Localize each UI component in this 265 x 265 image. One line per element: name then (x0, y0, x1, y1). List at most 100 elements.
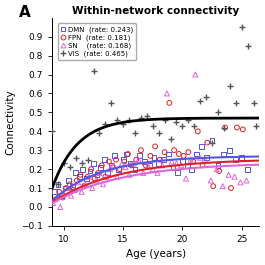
Point (165, 91, 169, 96)
Point (63, 186, 67, 190)
Point (101, 182, 105, 186)
Point (109, 101, 113, 105)
Point (103, 122, 108, 126)
Point (89, 167, 93, 171)
Point (174, 120, 179, 124)
Point (161, 157, 166, 162)
Point (235, 125, 239, 130)
Point (74, 156, 78, 160)
Point (99, 165, 103, 169)
Point (148, 154, 153, 158)
Point (87, 175, 91, 179)
Point (72, 188, 77, 192)
Point (142, 160, 147, 164)
Point (175, 171, 180, 175)
Point (104, 175, 109, 179)
Point (158, 157, 162, 162)
Y-axis label: Connectivity: Connectivity (6, 89, 16, 155)
Point (198, 99, 202, 103)
Point (191, 160, 195, 164)
Point (136, 157, 141, 162)
Point (234, 157, 238, 162)
Point (57, 190, 61, 194)
Point (152, 156, 156, 160)
Point (64, 186, 68, 190)
Point (128, 161, 132, 166)
Point (169, 137, 173, 141)
Point (155, 171, 160, 175)
Point (54, 197, 58, 201)
Point (174, 161, 179, 166)
Point (61, 195, 65, 200)
Point (144, 163, 148, 167)
Point (217, 169, 221, 173)
Point (190, 167, 194, 171)
Point (85, 157, 90, 162)
Point (157, 131, 161, 135)
Point (121, 157, 125, 162)
Point (109, 163, 113, 167)
Point (82, 184, 86, 188)
Point (84, 176, 89, 181)
Point (112, 163, 116, 167)
Point (102, 157, 106, 162)
Point (85, 175, 90, 179)
Point (180, 123, 184, 128)
Point (227, 173, 231, 177)
Point (157, 161, 161, 166)
Point (216, 110, 220, 114)
Point (229, 186, 233, 190)
Point (184, 176, 188, 181)
Point (56, 182, 60, 186)
Point (228, 84, 232, 88)
Point (186, 118, 191, 122)
Point (240, 156, 244, 160)
Point (69, 193, 73, 198)
Point (97, 131, 101, 135)
Point (74, 171, 78, 175)
Point (78, 173, 83, 177)
Point (209, 178, 213, 183)
Point (141, 171, 145, 175)
Point (80, 190, 84, 194)
Point (123, 165, 128, 169)
Point (92, 176, 97, 181)
Point (179, 163, 183, 167)
Point (147, 163, 151, 167)
Point (76, 180, 80, 184)
Point (210, 139, 214, 143)
Point (199, 144, 204, 149)
Point (100, 163, 104, 167)
Point (115, 118, 119, 122)
Point (70, 184, 74, 188)
Point (96, 171, 100, 175)
Point (121, 122, 125, 126)
Point (220, 184, 225, 188)
Point (222, 152, 226, 156)
Point (204, 95, 208, 99)
Point (145, 114, 149, 118)
Point (166, 152, 170, 156)
Point (151, 123, 155, 128)
Point (106, 171, 110, 175)
Title: Within-network connectivity: Within-network connectivity (72, 6, 239, 16)
Point (240, 25, 244, 29)
Point (108, 167, 112, 171)
Point (127, 173, 131, 177)
Point (125, 152, 129, 156)
Point (216, 163, 220, 167)
Point (204, 156, 208, 160)
Point (192, 123, 196, 128)
Point (146, 163, 150, 167)
Point (52, 190, 56, 194)
Point (55, 195, 59, 200)
Point (162, 118, 167, 122)
Point (180, 160, 184, 164)
Point (198, 156, 202, 160)
Point (59, 193, 64, 198)
Point (83, 182, 87, 186)
Point (138, 154, 142, 158)
Point (127, 118, 131, 122)
Point (62, 192, 66, 196)
Point (153, 144, 157, 149)
